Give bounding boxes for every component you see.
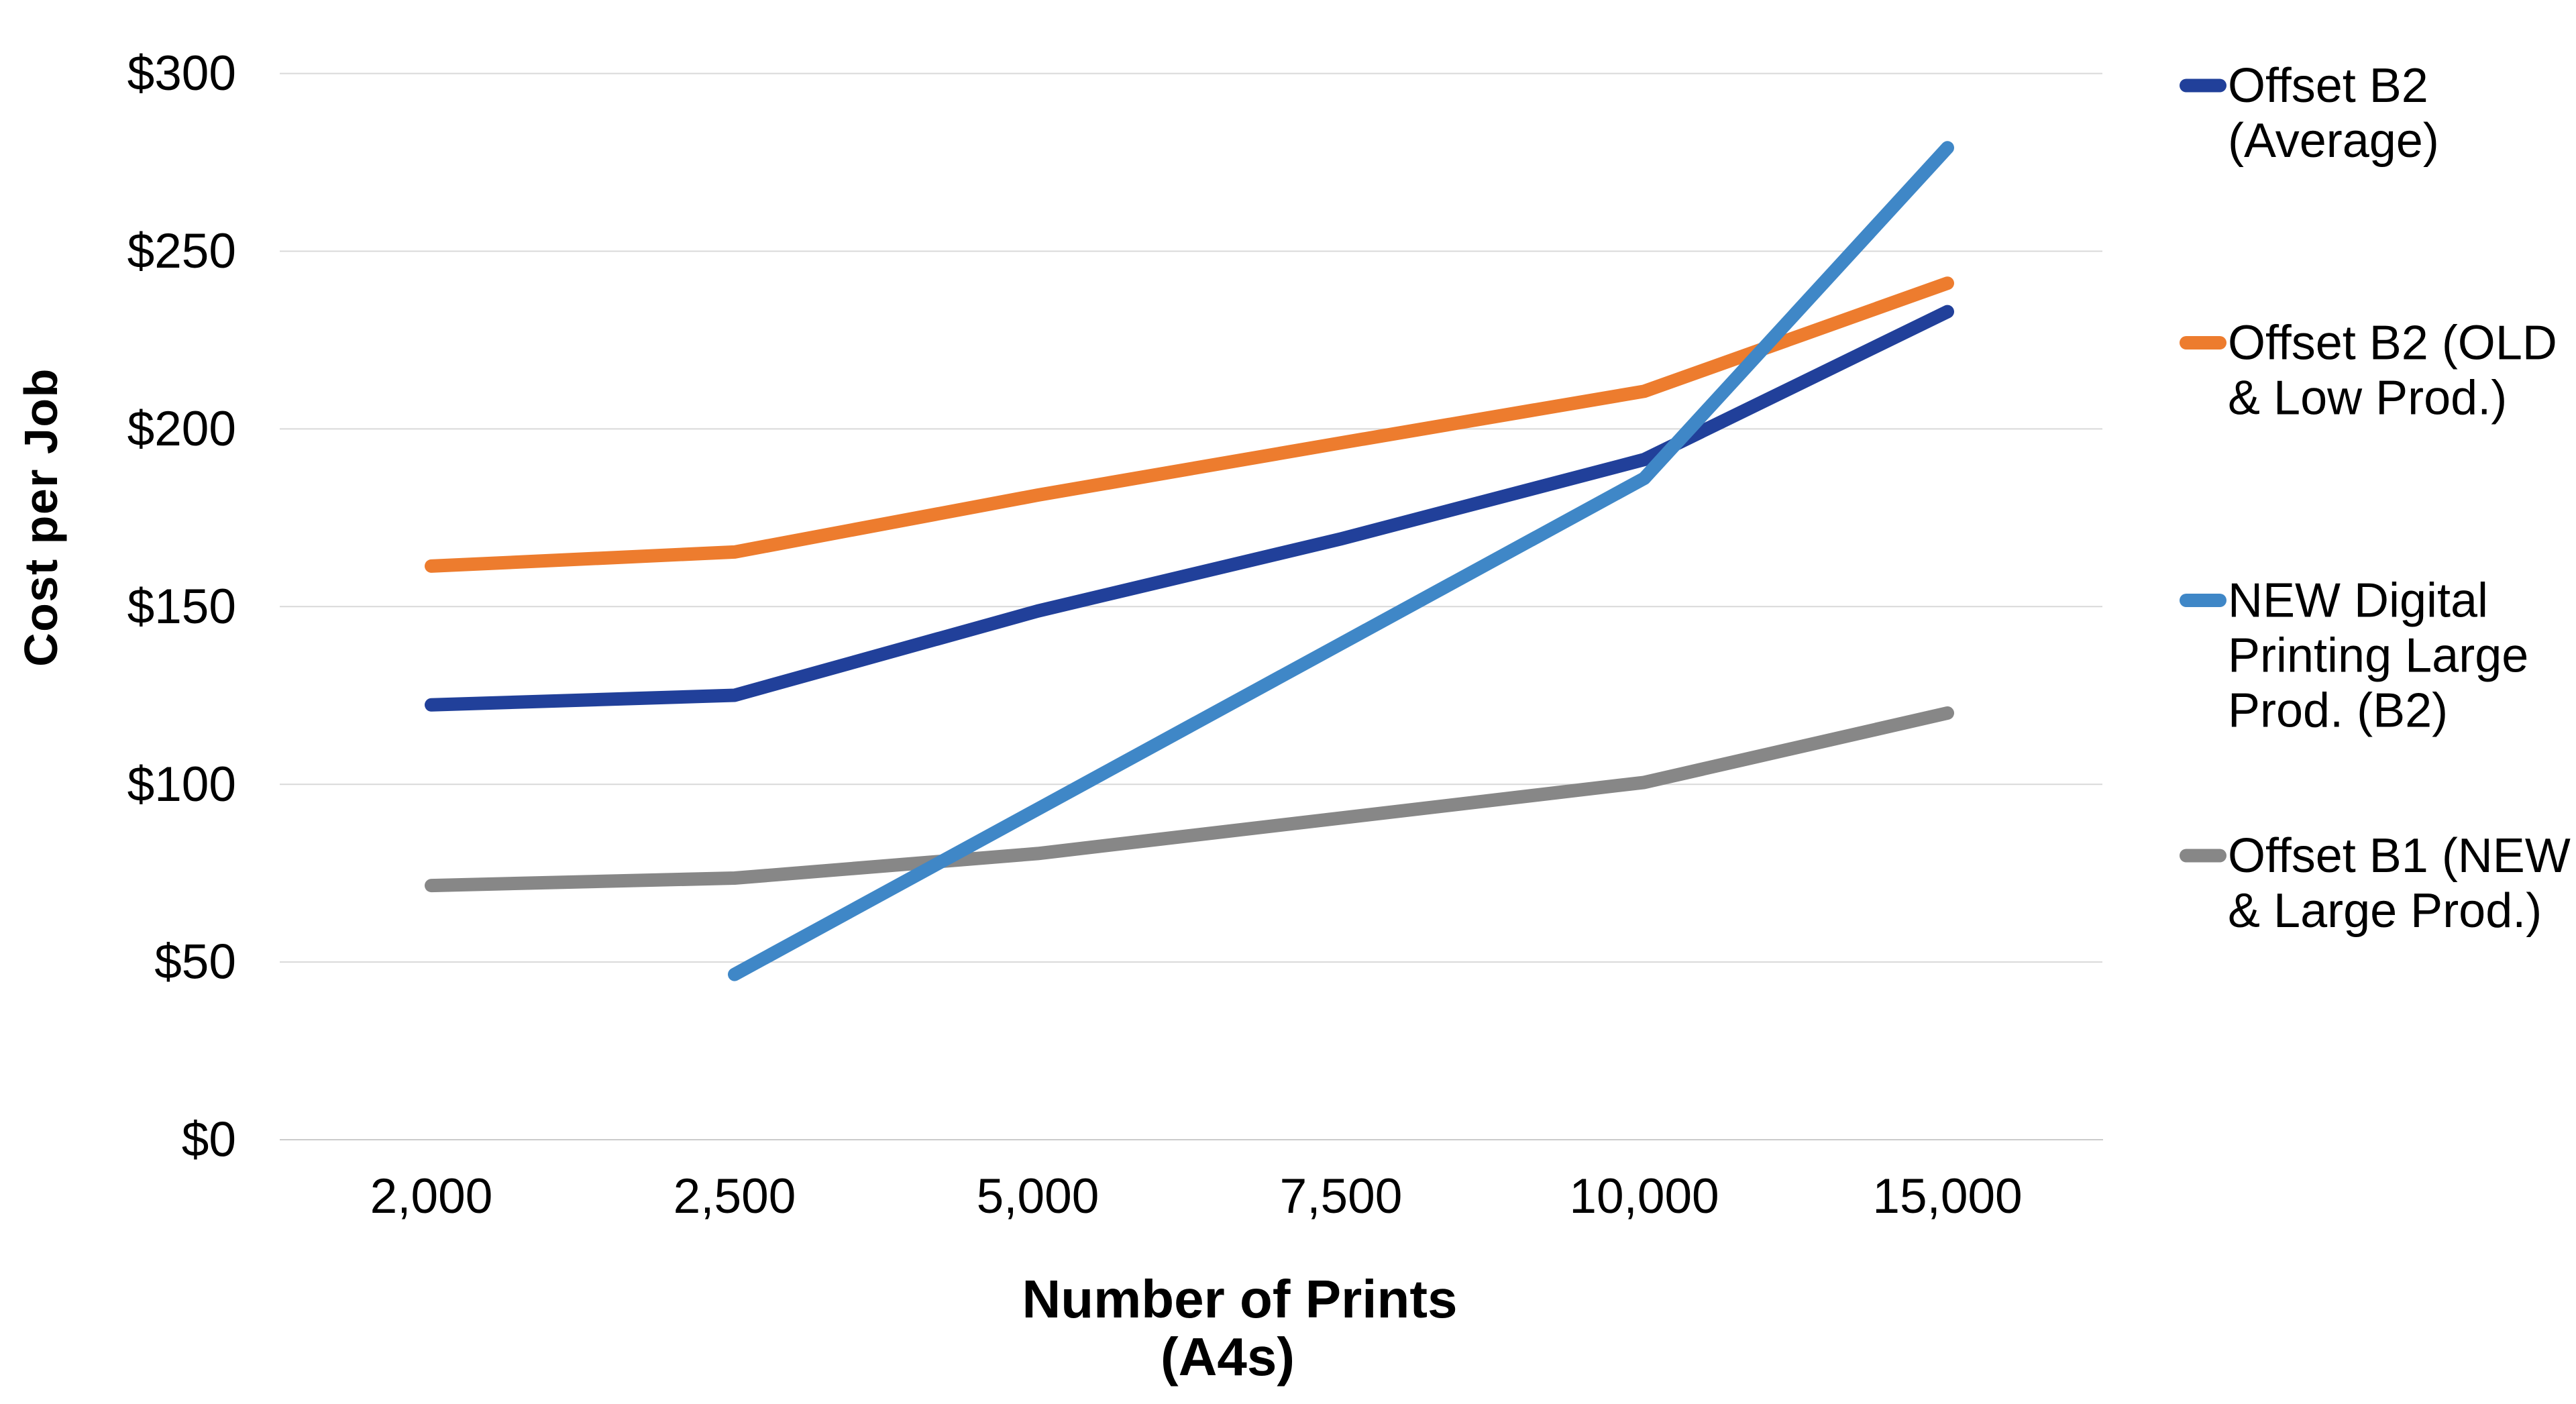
svg-text:$50: $50 <box>154 935 236 989</box>
svg-text:15,000: 15,000 <box>1872 1169 2022 1224</box>
svg-text:5,000: 5,000 <box>977 1169 1099 1224</box>
svg-text:2,000: 2,000 <box>370 1169 493 1224</box>
svg-text:(Average): (Average) <box>2228 114 2439 168</box>
svg-text:Printing Large: Printing Large <box>2228 629 2528 683</box>
svg-text:7,500: 7,500 <box>1280 1169 1403 1224</box>
svg-text:Prod. (B2): Prod. (B2) <box>2228 684 2448 738</box>
svg-text:$150: $150 <box>127 580 236 634</box>
svg-text:$200: $200 <box>127 402 236 456</box>
svg-text:NEW Digital: NEW Digital <box>2228 574 2488 628</box>
svg-text:$300: $300 <box>127 46 236 101</box>
svg-text:& Low Prod.): & Low Prod.) <box>2228 372 2507 425</box>
svg-text:$0: $0 <box>182 1113 236 1167</box>
svg-text:Number of Prints: Number of Prints <box>1022 1269 1458 1329</box>
svg-text:Offset B1 (NEW: Offset B1 (NEW <box>2228 829 2571 883</box>
svg-text:Offset B2 (OLD: Offset B2 (OLD <box>2228 317 2557 370</box>
svg-text:$250: $250 <box>127 224 236 278</box>
svg-text:Offset B2: Offset B2 <box>2228 59 2428 113</box>
svg-text:$100: $100 <box>127 757 236 812</box>
svg-text:2,500: 2,500 <box>674 1169 796 1224</box>
svg-text:10,000: 10,000 <box>1569 1169 1719 1224</box>
svg-text:Cost per Job: Cost per Job <box>15 368 67 667</box>
svg-text:(A4s): (A4s) <box>1161 1327 1295 1387</box>
svg-text:& Large Prod.): & Large Prod.) <box>2228 884 2542 938</box>
